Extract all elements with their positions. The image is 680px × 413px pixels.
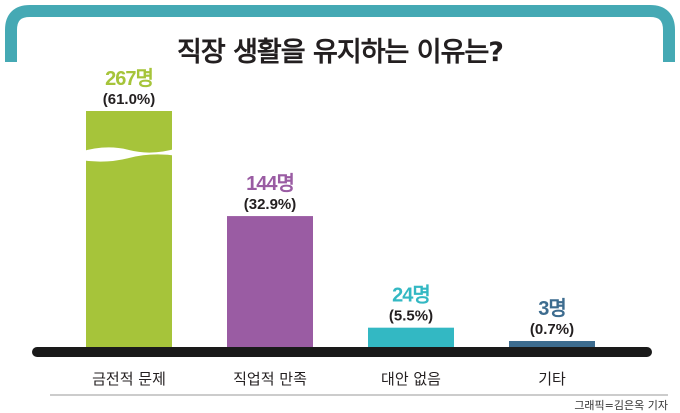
bar-1 xyxy=(227,216,313,350)
count-label-1: 144명 xyxy=(246,172,294,195)
count-label-0: 267명 xyxy=(105,67,153,90)
count-label-3: 3명 xyxy=(538,297,566,320)
percent-label-0: (61.0%) xyxy=(103,91,156,108)
percent-label-1: (32.9%) xyxy=(244,196,297,213)
percent-label-2: (5.5%) xyxy=(389,308,433,325)
category-label-1: 직업적 만족 xyxy=(233,370,307,388)
chart-title: 직장 생활을 유지하는 이유는? xyxy=(177,37,504,68)
bar-0 xyxy=(86,111,172,350)
bar-3 xyxy=(509,341,595,350)
title-frame xyxy=(5,5,675,62)
credit: 그래픽=김은옥 기자 xyxy=(574,399,668,412)
count-label-2: 24명 xyxy=(392,284,430,307)
bar-2 xyxy=(368,327,454,350)
axis-break xyxy=(80,147,178,162)
category-label-3: 기타 xyxy=(538,370,566,388)
category-label-0: 금전적 문제 xyxy=(92,370,166,388)
category-label-2: 대안 없음 xyxy=(381,370,441,388)
percent-label-3: (0.7%) xyxy=(530,321,574,338)
